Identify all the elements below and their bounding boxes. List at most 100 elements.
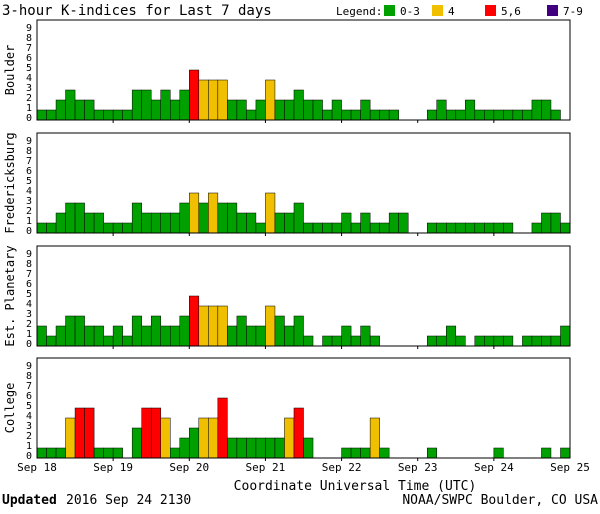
x-tick-label: Sep 23	[398, 461, 438, 474]
bar	[379, 447, 390, 459]
y-tick-label: 4	[26, 411, 32, 422]
panel-frame	[36, 245, 571, 347]
bar	[493, 335, 504, 347]
bar	[131, 427, 142, 459]
bar	[303, 222, 314, 234]
bar	[503, 335, 514, 347]
legend-swatch-7-9	[547, 5, 558, 16]
bar	[55, 325, 66, 347]
bar	[312, 222, 323, 234]
bar	[360, 325, 371, 347]
legend-swatch-0-3	[384, 5, 395, 16]
bar	[198, 305, 209, 347]
station-label-fredericksburg: Fredericksburg	[3, 132, 17, 233]
bar	[493, 222, 504, 234]
y-tick-label: 3	[26, 309, 32, 320]
bar	[150, 407, 161, 459]
bar	[455, 222, 466, 234]
bar	[446, 109, 457, 121]
y-tick-label: 9	[26, 23, 32, 34]
bar	[436, 222, 447, 234]
bar	[474, 109, 485, 121]
y-tick-label: 7	[26, 269, 32, 280]
bar	[350, 222, 361, 234]
y-tick-label: 6	[26, 53, 32, 64]
y-tick-label: 1	[26, 103, 32, 114]
x-tick-label: Sep 18	[17, 461, 57, 474]
bar	[274, 212, 285, 234]
legend: Legend: 0-3 4 5,6 7-9	[336, 5, 583, 18]
bar	[446, 325, 457, 347]
bar	[312, 99, 323, 121]
bar	[531, 335, 542, 347]
bar	[236, 315, 247, 347]
y-tick-label: 9	[26, 249, 32, 260]
bar	[331, 222, 342, 234]
legend-label: Legend:	[336, 5, 382, 18]
bar	[531, 99, 542, 121]
bar	[36, 222, 47, 234]
bar	[208, 192, 219, 234]
bar	[103, 447, 114, 459]
bar	[446, 222, 457, 234]
bar	[341, 109, 352, 121]
bar	[150, 212, 161, 234]
bar	[360, 212, 371, 234]
bar	[170, 99, 181, 121]
y-tick-label: 7	[26, 156, 32, 167]
bar	[55, 447, 66, 459]
bar	[160, 325, 171, 347]
bar	[65, 315, 76, 347]
bar	[560, 447, 571, 459]
bar	[331, 99, 342, 121]
bar	[141, 407, 152, 459]
bar	[388, 109, 399, 121]
bar	[350, 447, 361, 459]
bar	[322, 109, 333, 121]
bar	[131, 89, 142, 121]
x-axis-label: Coordinate Universal Time (UTC)	[234, 479, 477, 494]
bar	[93, 325, 104, 347]
updated-label: Updated	[2, 493, 57, 508]
bar	[541, 447, 552, 459]
bar	[246, 437, 257, 459]
bar	[131, 315, 142, 347]
bar	[369, 109, 380, 121]
bar	[189, 69, 200, 121]
bar	[255, 325, 266, 347]
bar	[255, 437, 266, 459]
bar	[36, 447, 47, 459]
y-tick-label: 8	[26, 33, 32, 44]
bar	[360, 99, 371, 121]
bar	[484, 109, 495, 121]
bar	[388, 212, 399, 234]
legend-item-4: 4	[448, 5, 455, 18]
bar	[46, 222, 57, 234]
bar	[465, 99, 476, 121]
bar	[369, 417, 380, 459]
bar	[484, 335, 495, 347]
bar	[341, 447, 352, 459]
y-tick-label: 1	[26, 216, 32, 227]
bar	[46, 335, 57, 347]
bar	[284, 325, 295, 347]
y-tick-label: 4	[26, 299, 32, 310]
bar	[84, 212, 95, 234]
y-tick-label: 2	[26, 206, 32, 217]
x-tick-labels: Sep 18 Sep 19 Sep 20 Sep 21 Sep 22 Sep 23 Sep …	[17, 461, 590, 474]
bar	[350, 109, 361, 121]
bar	[522, 109, 533, 121]
bar	[341, 212, 352, 234]
bar	[84, 325, 95, 347]
legend-item-7-9: 7-9	[563, 5, 583, 18]
bar	[350, 335, 361, 347]
bar	[179, 202, 190, 234]
bar	[379, 222, 390, 234]
y-tick-label: 2	[26, 319, 32, 330]
bar	[208, 79, 219, 121]
bar	[112, 447, 123, 459]
bar	[227, 437, 238, 459]
bar	[65, 417, 76, 459]
